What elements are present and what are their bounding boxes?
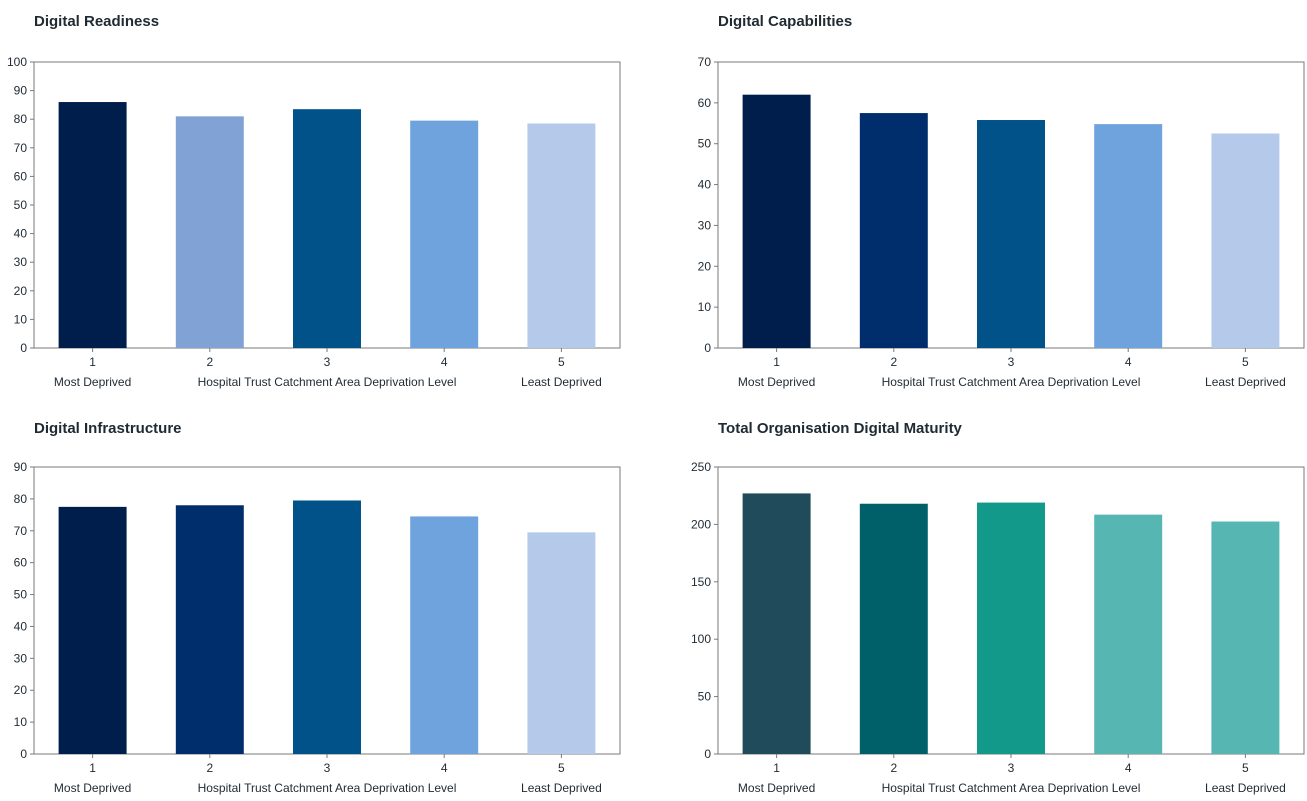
- y-tick-label: 80: [14, 492, 28, 506]
- chart-title: Digital Readiness: [34, 13, 159, 30]
- y-tick-label: 100: [7, 55, 27, 69]
- x-tick-label: 1: [773, 761, 780, 775]
- y-tick-label: 30: [698, 218, 712, 232]
- y-tick-label: 10: [698, 300, 712, 314]
- chart-panel: Digital Infrastructure 0 10 20 30 40 50 60 70 80 9…: [14, 420, 621, 795]
- x-category-sublabel: Most Deprived: [54, 781, 131, 795]
- bar: [175, 116, 244, 348]
- y-tick-label: 70: [14, 141, 28, 155]
- y-tick-label: 70: [14, 524, 28, 538]
- y-tick-label: 90: [14, 460, 28, 474]
- x-category-sublabel: Most Deprived: [54, 375, 131, 389]
- bar: [859, 113, 928, 348]
- x-tick-label: 4: [1125, 355, 1132, 369]
- x-tick-label: 4: [1125, 761, 1132, 775]
- y-tick-label: 70: [698, 55, 712, 69]
- chart-title: Digital Capabilities: [718, 13, 852, 30]
- y-tick-label: 40: [14, 619, 28, 633]
- y-tick-label: 0: [20, 747, 27, 761]
- bar: [742, 493, 811, 754]
- chart-panel: Digital Capabilities 0 10 20 30 40 50 60 70 1 Most…: [698, 13, 1305, 389]
- y-tick-label: 0: [704, 341, 711, 355]
- x-tick-label: 5: [558, 761, 565, 775]
- y-tick-label: 200: [691, 517, 711, 531]
- x-tick-label: 2: [890, 355, 897, 369]
- x-tick-label: 5: [1242, 355, 1249, 369]
- x-tick-label: 3: [324, 761, 331, 775]
- bar: [1094, 124, 1163, 348]
- x-tick-label: 2: [206, 355, 213, 369]
- y-tick-label: 20: [698, 259, 712, 273]
- y-tick-label: 60: [14, 169, 28, 183]
- bar: [1211, 521, 1280, 754]
- x-tick-label: 2: [206, 761, 213, 775]
- x-category-sublabel: Least Deprived: [1205, 781, 1286, 795]
- y-tick-label: 80: [14, 112, 28, 126]
- y-tick-label: 150: [691, 575, 711, 589]
- x-axis-label: Hospital Trust Catchment Area Deprivatio…: [882, 781, 1141, 795]
- x-tick-label: 3: [324, 355, 331, 369]
- x-category-sublabel: Least Deprived: [521, 375, 602, 389]
- x-tick-label: 4: [441, 355, 448, 369]
- chart-title: Digital Infrastructure: [34, 420, 182, 437]
- bar: [977, 120, 1045, 348]
- x-category-sublabel: Most Deprived: [738, 781, 815, 795]
- y-tick-label: 30: [14, 651, 28, 665]
- x-tick-label: 3: [1008, 355, 1015, 369]
- y-tick-label: 50: [698, 690, 712, 704]
- y-tick-label: 50: [698, 137, 712, 151]
- x-axis-label: Hospital Trust Catchment Area Deprivatio…: [198, 781, 457, 795]
- bar: [410, 516, 479, 754]
- x-category-sublabel: Least Deprived: [1205, 375, 1286, 389]
- bar: [293, 500, 361, 754]
- y-tick-label: 10: [14, 312, 28, 326]
- bar: [410, 120, 479, 348]
- y-tick-label: 30: [14, 255, 28, 269]
- x-category-sublabel: Most Deprived: [738, 375, 815, 389]
- x-axis-label: Hospital Trust Catchment Area Deprivatio…: [882, 375, 1141, 389]
- chart-panel: Total Organisation Digital Maturity 0 50 10…: [691, 420, 1305, 795]
- y-tick-label: 50: [14, 198, 28, 212]
- y-tick-label: 40: [698, 178, 712, 192]
- x-tick-label: 1: [773, 355, 780, 369]
- chart-panel: Digital Readiness 0 10 20 30 40 50 60 70 80 90 100 1…: [7, 13, 621, 389]
- y-tick-label: 90: [14, 84, 28, 98]
- y-tick-label: 20: [14, 683, 28, 697]
- bar: [1094, 514, 1163, 754]
- bar: [58, 102, 127, 348]
- x-tick-label: 3: [1008, 761, 1015, 775]
- y-tick-label: 250: [691, 460, 711, 474]
- y-tick-label: 0: [704, 747, 711, 761]
- bar: [527, 123, 596, 349]
- bar: [742, 94, 811, 348]
- y-tick-label: 60: [14, 556, 28, 570]
- y-tick-label: 0: [20, 341, 27, 355]
- y-tick-label: 40: [14, 227, 28, 241]
- x-tick-label: 5: [1242, 761, 1249, 775]
- bar: [175, 505, 244, 754]
- chart-title: Total Organisation Digital Maturity: [718, 420, 963, 437]
- bar: [527, 532, 596, 754]
- y-tick-label: 100: [691, 632, 711, 646]
- bar: [1211, 133, 1280, 348]
- bar: [977, 502, 1045, 754]
- x-tick-label: 1: [89, 761, 96, 775]
- x-tick-label: 5: [558, 355, 565, 369]
- bar: [859, 503, 928, 754]
- y-tick-label: 50: [14, 588, 28, 602]
- y-tick-label: 60: [698, 96, 712, 110]
- y-tick-label: 20: [14, 284, 28, 298]
- bar: [293, 109, 361, 348]
- x-tick-label: 1: [89, 355, 96, 369]
- y-tick-label: 10: [14, 715, 28, 729]
- bar: [58, 506, 127, 754]
- x-tick-label: 2: [890, 761, 897, 775]
- x-axis-label: Hospital Trust Catchment Area Deprivatio…: [198, 375, 457, 389]
- x-category-sublabel: Least Deprived: [521, 781, 602, 795]
- x-tick-label: 4: [441, 761, 448, 775]
